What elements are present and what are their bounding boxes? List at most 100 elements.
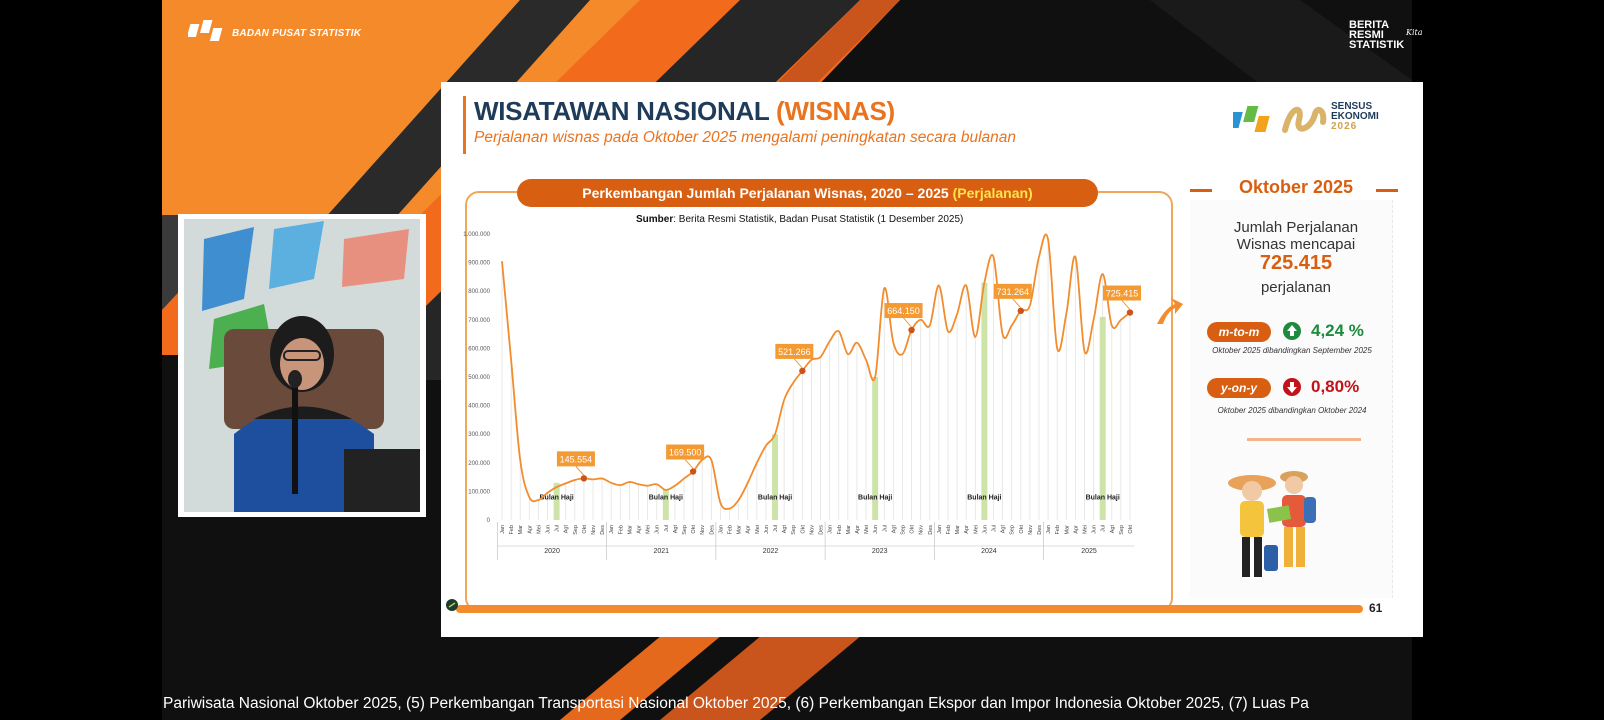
x-tick-month: Mei: [646, 525, 652, 534]
org-name: BADAN PUSAT STATISTIK: [232, 28, 362, 39]
x-tick-month: Mei: [536, 525, 542, 534]
chart-title-unit: (Perjalanan): [952, 185, 1033, 201]
speaker-illustration: [184, 219, 420, 512]
bar-haji: [553, 482, 560, 520]
x-tick-month: Mei: [864, 525, 870, 534]
chart-title-main: Perkembangan Jumlah Perjalanan Wisnas, 2…: [582, 185, 953, 201]
brs-line-2: RESMI: [1349, 29, 1384, 41]
arrow-down-icon: [1283, 378, 1301, 396]
sensus-logo-text: SENSUS EKONOMI 2026: [1331, 102, 1379, 132]
bar-haji: [981, 282, 988, 520]
x-tick-month: Jan: [937, 525, 943, 534]
panel-heading-rule-right: [1376, 189, 1398, 192]
chart-title: Perkembangan Jumlah Perjalanan Wisnas, 2…: [517, 179, 1098, 207]
panel-heading: Oktober 2025: [1238, 177, 1354, 197]
x-tick-month: Mar: [737, 525, 743, 535]
sensus-line-3: 2026: [1331, 121, 1358, 132]
y-tick-label: 900.000: [468, 261, 490, 267]
x-tick-month: Des: [928, 525, 934, 535]
x-tick-year: 2023: [872, 548, 888, 555]
x-tick-month: Feb: [1055, 525, 1061, 534]
x-tick-year: 2024: [981, 548, 997, 555]
panel-text-2: Wisnas mencapai: [1236, 236, 1356, 253]
x-tick-month: Nov: [591, 525, 597, 535]
bar-haji: [872, 377, 879, 520]
title-accent-bar: [463, 96, 466, 154]
bar-label: Bulan Haji: [1086, 494, 1120, 501]
x-tick-month: Des: [1037, 525, 1043, 535]
data-label-leader: [575, 466, 585, 476]
y-tick-label: 800.000: [468, 289, 490, 295]
data-label-leader: [1012, 298, 1022, 309]
slide-title-main: WISATAWAN NASIONAL: [474, 96, 776, 126]
y-tick-label: 100.000: [468, 489, 490, 495]
x-tick-month: Okt: [691, 525, 697, 534]
data-point: [1017, 307, 1024, 315]
series-line: [501, 233, 1131, 510]
x-tick-month: Okt: [910, 525, 916, 534]
x-tick-month: Mei: [1082, 525, 1088, 534]
data-point: [689, 468, 697, 475]
x-tick-month: Feb: [618, 525, 624, 534]
x-tick-month: Jun: [982, 525, 988, 534]
x-tick-month: Mar: [955, 525, 961, 535]
data-label: 145.554: [560, 454, 593, 464]
x-tick-month: Mei: [973, 525, 979, 534]
source-text: : Berita Resmi Statistik, Badan Pusat St…: [673, 214, 964, 225]
chart-source: Sumber: Berita Resmi Statistik, Badan Pu…: [636, 214, 963, 225]
data-label-leader: [1121, 300, 1131, 310]
x-tick-month: Agt: [1110, 525, 1116, 534]
x-tick-month: Mar: [518, 525, 524, 535]
x-tick-month: Jul: [991, 525, 997, 532]
y-tick-label: 300.000: [468, 432, 490, 438]
x-tick-month: Jul: [1101, 525, 1107, 532]
sensus-line-1: SENSUS: [1331, 101, 1373, 112]
data-label: 664.150: [887, 306, 920, 316]
mtom-note: Oktober 2025 dibandingkan September 2025: [1212, 346, 1372, 355]
x-tick-month: Mei: [755, 525, 761, 534]
brs-line-3: STATISTIK: [1349, 39, 1405, 51]
x-tick-month: Mar: [846, 525, 852, 535]
y-tick-label: 1.000.000: [463, 232, 490, 238]
x-tick-month: Nov: [809, 525, 815, 535]
y-tick-label: 400.000: [468, 404, 490, 410]
source-label: Sumber: [636, 214, 674, 225]
x-tick-month: Jun: [764, 525, 770, 534]
x-tick-month: Feb: [946, 525, 952, 534]
presentation-slide: WISATAWAN NASIONAL (WISNAS) Perjalanan w…: [441, 82, 1423, 637]
x-tick-month: Agt: [782, 525, 788, 534]
x-tick-year: 2022: [763, 548, 779, 555]
x-tick-month: Agt: [891, 525, 897, 534]
data-label-leader: [903, 317, 912, 328]
speaker-video-frame: [184, 219, 420, 512]
mtom-value: 4,24 %: [1311, 321, 1364, 340]
y-tick-label: 600.000: [468, 346, 490, 352]
x-tick-month: Jan: [718, 525, 724, 534]
x-tick-month: Jun: [873, 525, 879, 534]
travelers-illustration: [1228, 471, 1316, 577]
x-tick-month: Sep: [900, 525, 906, 535]
bar-haji: [662, 489, 669, 520]
data-label-box: [775, 343, 814, 359]
data-point: [908, 326, 915, 334]
x-tick-month: Jul: [555, 525, 561, 532]
x-tick-month: Agt: [564, 525, 570, 534]
brs-script: Kita: [1406, 28, 1423, 37]
y-tick-label: 0: [487, 518, 491, 524]
y-tick-label: 500.000: [468, 375, 490, 381]
x-tick-month: Sep: [1010, 525, 1016, 535]
x-tick-month: Jan: [828, 525, 834, 534]
bar-label: Bulan Haji: [967, 494, 1001, 501]
x-tick-month: Jan: [1046, 525, 1052, 534]
x-tick-month: Sep: [682, 525, 688, 535]
x-tick-month: Jul: [664, 525, 670, 532]
x-tick-month: Mar: [627, 525, 633, 535]
x-tick-month: Des: [819, 525, 825, 535]
x-tick-month: Apr: [1073, 525, 1079, 534]
x-tick-month: Feb: [728, 525, 734, 534]
x-tick-month: Des: [709, 525, 715, 535]
data-label-box: [556, 451, 595, 467]
data-point: [580, 475, 588, 482]
data-label: 731.264: [997, 287, 1030, 297]
